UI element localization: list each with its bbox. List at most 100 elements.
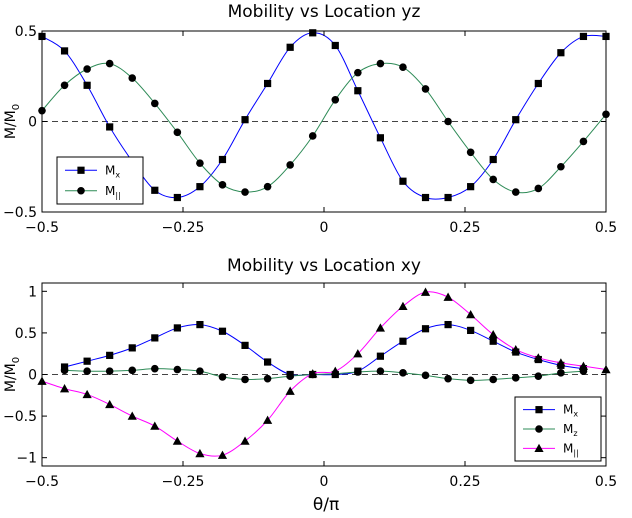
data-point [533, 353, 543, 362]
data-point [511, 374, 520, 382]
data-point [128, 366, 137, 375]
data-point [263, 182, 272, 191]
data-point [83, 81, 91, 89]
data-point [83, 367, 91, 375]
x-tick-label: −0.25 [162, 474, 205, 490]
data-point [218, 327, 227, 335]
data-point [241, 375, 249, 384]
data-point [59, 384, 70, 393]
chart-title: Mobility vs Location xy [227, 256, 421, 276]
data-point [354, 368, 362, 376]
series-m-parallel [37, 287, 611, 459]
series-m-parallel [38, 59, 610, 196]
data-point [488, 329, 498, 339]
x-tick-label: −0.25 [162, 220, 205, 236]
data-point [218, 373, 227, 381]
legend-label-main: M [563, 403, 573, 417]
data-point [263, 374, 272, 383]
legend-label-subscript: || [573, 448, 578, 457]
y-axis-label: M/M0 [3, 357, 22, 392]
legend-label: M|| [105, 184, 121, 200]
data-point [263, 415, 273, 424]
chart-title: Mobility vs Location yz [228, 2, 421, 22]
data-point [218, 181, 227, 189]
y-axis-label-subscript: 0 [11, 104, 22, 110]
data-point [331, 95, 340, 104]
y-tick-label: 0 [28, 368, 37, 384]
legend-marker [77, 166, 85, 174]
data-point [466, 376, 475, 385]
data-point [60, 47, 69, 55]
data-point [106, 123, 114, 131]
data-point [151, 334, 159, 342]
data-point [420, 287, 431, 296]
data-point [60, 81, 69, 90]
legend-label-main: M [563, 422, 573, 436]
legend: Mx M|| [56, 156, 144, 205]
x-tick-label: 0.5 [595, 220, 617, 236]
data-point [172, 436, 182, 445]
data-point [444, 193, 452, 202]
data-point [421, 325, 430, 333]
legend-label-subscript: x [115, 170, 120, 179]
data-point [83, 65, 91, 73]
legend-label: M|| [563, 441, 579, 457]
legend-label-main: M [105, 163, 115, 177]
data-point [511, 344, 521, 354]
data-point [128, 74, 137, 82]
data-point [466, 148, 475, 157]
data-point [151, 99, 159, 108]
data-point [421, 371, 430, 380]
legend-marker [534, 443, 544, 453]
data-point [173, 193, 181, 202]
data-point [375, 323, 385, 332]
data-point [106, 351, 114, 359]
data-point [83, 357, 91, 365]
legend-marker [535, 406, 543, 414]
data-point [421, 85, 430, 93]
data-point [196, 159, 204, 167]
data-point [398, 301, 408, 310]
data-point [557, 369, 565, 377]
legend-label-subscript: x [573, 410, 578, 419]
data-point [399, 177, 407, 185]
data-point [264, 358, 272, 366]
legend-label: Mx [563, 403, 578, 419]
data-point [353, 349, 363, 358]
x-tick-label: 0 [320, 220, 329, 236]
data-point [196, 320, 204, 329]
data-point [105, 399, 115, 409]
data-point [534, 184, 543, 193]
data-point [354, 68, 362, 77]
data-point [127, 411, 137, 420]
legend-label-main: M [563, 441, 573, 455]
data-point [489, 175, 498, 184]
data-point [264, 79, 272, 88]
data-point [218, 155, 227, 164]
data-point [196, 367, 204, 375]
data-point [128, 344, 136, 352]
x-axis-label: θ/π [313, 495, 339, 515]
y-tick-label: 1 [28, 284, 37, 300]
data-point [444, 320, 452, 329]
data-point [467, 326, 475, 335]
y-tick-label: −1 [16, 451, 37, 467]
y-tick-label: −0.5 [3, 205, 37, 221]
data-point [308, 132, 317, 140]
legend-label-subscript: z [573, 429, 577, 438]
data-point [286, 43, 294, 51]
data-point [489, 375, 498, 384]
data-point [579, 32, 588, 41]
y-axis-label-subscript: 0 [11, 357, 22, 363]
data-point [150, 421, 160, 430]
data-point [399, 337, 407, 345]
data-point [151, 186, 159, 194]
data-point [399, 369, 407, 377]
data-point [354, 87, 362, 95]
y-tick-label: −0.5 [3, 409, 37, 425]
y-axis-label: M/M0 [3, 104, 22, 139]
x-tick-label: 0.5 [595, 474, 617, 490]
data-point [286, 161, 294, 169]
y-tick-label: 0.5 [15, 326, 37, 342]
